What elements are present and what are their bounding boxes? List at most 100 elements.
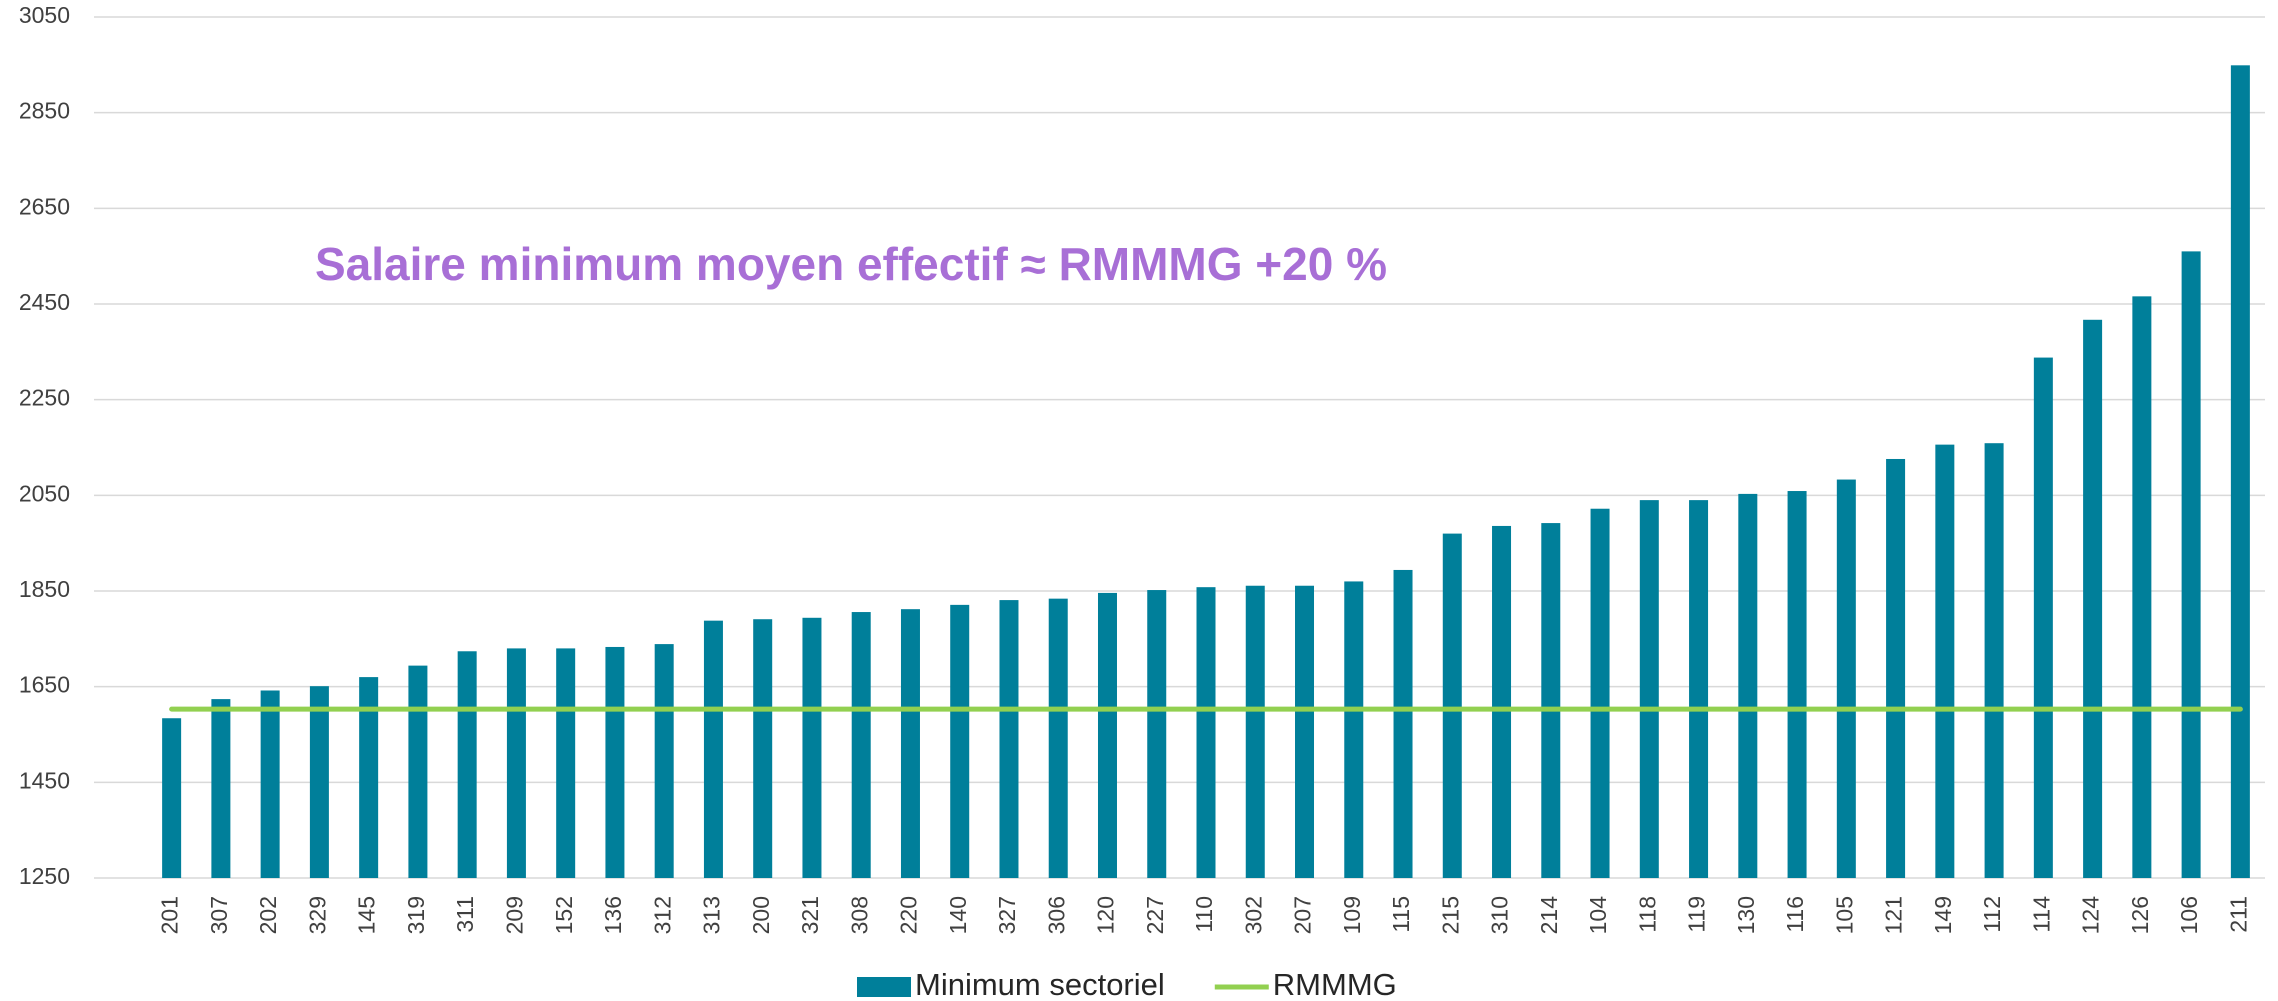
- bar: [1639, 500, 1659, 878]
- bar: [605, 646, 625, 878]
- bar: [1196, 587, 1216, 878]
- x-tick-label: 145: [354, 896, 380, 934]
- bar: [2083, 319, 2103, 878]
- x-tick-label: 227: [1142, 896, 1168, 934]
- y-tick-label: 3050: [19, 2, 70, 28]
- bar: [1344, 581, 1364, 878]
- bar: [1442, 533, 1462, 878]
- bar: [1048, 598, 1068, 878]
- bar: [309, 686, 329, 878]
- x-tick-label: 105: [1831, 896, 1857, 934]
- bar: [1935, 444, 1955, 878]
- x-tick-label: 313: [699, 896, 725, 934]
- x-tick-label: 306: [1043, 896, 1069, 934]
- legend-label: RMMMG: [1273, 967, 1397, 1001]
- bar: [506, 648, 526, 878]
- bar: [1492, 525, 1512, 878]
- x-tick-label: 109: [1339, 896, 1365, 934]
- bar: [1738, 493, 1758, 878]
- bar: [211, 699, 231, 878]
- bar: [950, 604, 970, 878]
- bar: [1147, 590, 1167, 878]
- bar: [1541, 523, 1561, 878]
- y-tick-label: 2850: [19, 98, 70, 124]
- x-tick-label: 329: [304, 896, 330, 934]
- y-tick-label: 2050: [19, 480, 70, 506]
- y-tick-label: 1850: [19, 576, 70, 602]
- bar: [900, 609, 920, 878]
- y-tick-label: 1450: [19, 767, 70, 793]
- x-tick-label: 130: [1733, 896, 1759, 934]
- y-tick-label: 2450: [19, 289, 70, 315]
- bar: [260, 690, 280, 878]
- bar: [2132, 296, 2152, 878]
- y-tick-label: 2250: [19, 385, 70, 411]
- x-tick-label: 119: [1684, 896, 1710, 933]
- bar: [753, 619, 773, 878]
- x-tick-label: 312: [649, 896, 675, 934]
- bar: [802, 617, 822, 878]
- x-tick-label: 215: [1437, 896, 1463, 934]
- x-tick-label: 124: [2078, 896, 2104, 935]
- x-tick-label: 126: [2127, 896, 2153, 934]
- x-tick-label: 104: [1585, 896, 1611, 935]
- bar: [1787, 491, 1807, 878]
- x-tick-label: 149: [1930, 896, 1956, 934]
- bar: [556, 648, 576, 878]
- bar: [359, 677, 379, 878]
- x-tick-label: 121: [1881, 896, 1907, 934]
- y-tick-label: 1650: [19, 672, 70, 698]
- x-tick-label: 310: [1487, 896, 1513, 934]
- bar: [2181, 251, 2201, 879]
- bar: [162, 718, 182, 878]
- y-tick-label: 1250: [19, 863, 70, 889]
- x-tick-label: 136: [600, 896, 626, 934]
- x-tick-label: 220: [896, 896, 922, 934]
- x-tick-label: 214: [1536, 896, 1562, 935]
- bar: [851, 612, 871, 878]
- x-tick-label: 209: [501, 896, 527, 934]
- bar: [1097, 592, 1117, 878]
- x-tick-label: 114: [2028, 896, 2054, 933]
- x-tick-label: 152: [551, 896, 577, 934]
- annotation: Salaire minimum moyen effectif ≈ RMMMG +…: [315, 238, 1387, 290]
- y-tick-label: 2650: [19, 193, 70, 219]
- bar: [1245, 585, 1265, 878]
- x-tick-label: 319: [403, 896, 429, 934]
- x-tick-label: 202: [255, 896, 281, 934]
- x-tick-label: 106: [2176, 896, 2202, 934]
- x-tick-label: 302: [1240, 896, 1266, 934]
- bar: [1886, 458, 1906, 878]
- bar: [1590, 508, 1610, 878]
- bar: [1689, 500, 1709, 878]
- bar: [2230, 65, 2250, 879]
- x-tick-label: 311: [452, 896, 478, 933]
- x-tick-label: 116: [1782, 896, 1808, 933]
- x-tick-label: 307: [206, 896, 232, 934]
- bar: [1393, 569, 1413, 878]
- bar: [1836, 479, 1856, 878]
- bar: [999, 600, 1019, 878]
- x-tick-label: 327: [994, 896, 1020, 934]
- x-tick-label: 110: [1191, 896, 1217, 933]
- x-tick-label: 201: [157, 896, 183, 934]
- bar: [1984, 443, 2004, 878]
- x-tick-label: 321: [797, 896, 823, 934]
- bar: [2033, 357, 2053, 878]
- legend-label: Minimum sectoriel: [915, 967, 1165, 1001]
- bar: [1295, 585, 1315, 878]
- bar: [654, 644, 674, 878]
- x-tick-label: 200: [748, 896, 774, 934]
- x-tick-label: 115: [1388, 896, 1414, 933]
- bar: [703, 620, 723, 878]
- x-tick-label: 112: [1979, 896, 2005, 933]
- x-tick-label: 207: [1290, 896, 1316, 934]
- x-tick-label: 118: [1634, 896, 1660, 933]
- bar: [408, 665, 428, 878]
- x-tick-label: 120: [1093, 896, 1119, 934]
- bar: [457, 651, 477, 878]
- x-tick-label: 308: [846, 896, 872, 934]
- x-tick-label: 211: [2225, 896, 2251, 933]
- legend-swatch: [857, 977, 911, 997]
